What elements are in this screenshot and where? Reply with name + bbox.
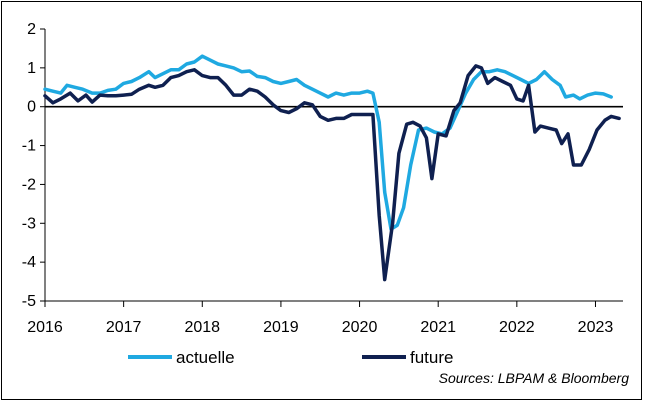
x-tick-label: 2020 xyxy=(342,319,378,336)
y-tick-label: -5 xyxy=(22,293,36,310)
legend-label-actuelle: actuelle xyxy=(176,348,235,367)
source-note: Sources: LBPAM & Bloomberg xyxy=(439,370,630,386)
y-tick-label: 2 xyxy=(27,21,36,38)
y-tick-label: -3 xyxy=(22,215,36,232)
legend: actuelle future xyxy=(128,348,453,367)
y-tick-label: 1 xyxy=(27,60,36,77)
y-tick-label: -2 xyxy=(22,176,36,193)
y-tick-label: -1 xyxy=(22,138,36,155)
x-tick-label: 2016 xyxy=(27,319,63,336)
series-line-future xyxy=(43,64,621,282)
x-tick-label: 2017 xyxy=(106,319,142,336)
series-layer xyxy=(43,54,621,282)
legend-label-future: future xyxy=(410,348,453,367)
y-tick-label: 0 xyxy=(27,99,36,116)
series-line-actuelle xyxy=(43,54,613,231)
y-tick-label: -4 xyxy=(22,254,36,271)
x-tick-label: 2021 xyxy=(420,319,456,336)
axes: 2 1 0 -1 -2 -3 -4 -5 2016 2017 2018 2019 2020 2021 202… xyxy=(22,21,623,336)
x-tick-label: 2023 xyxy=(578,319,614,336)
x-tick-label: 2018 xyxy=(184,319,220,336)
x-tick-label: 2022 xyxy=(499,319,535,336)
x-tick-label: 2019 xyxy=(263,319,299,336)
